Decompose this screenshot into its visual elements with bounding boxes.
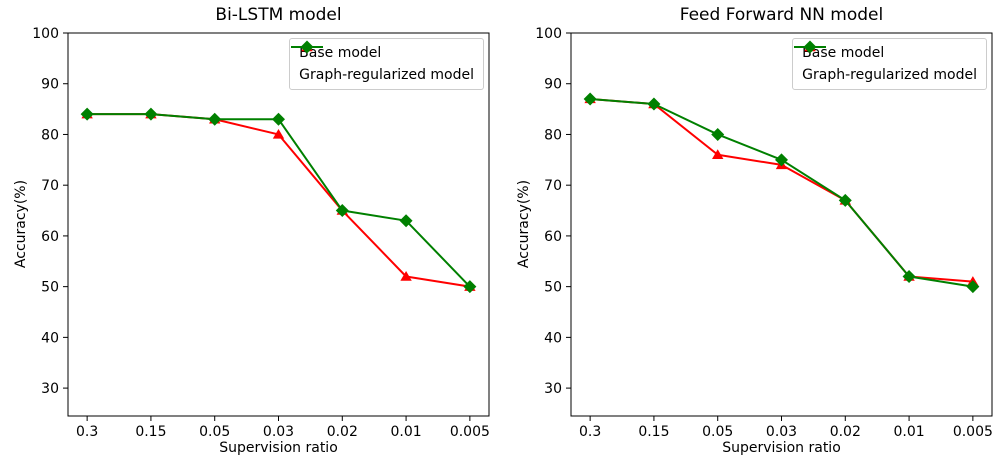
legend-label: Graph-regularized model	[299, 67, 474, 83]
legend-entry: Graph-regularized model	[794, 40, 977, 85]
triangle-marker-base-model	[400, 270, 412, 281]
x-tick-label: 0.15	[135, 424, 166, 440]
y-axis-label: Accuracy(%)	[516, 179, 532, 269]
legend-marker	[803, 40, 817, 54]
diamond-marker-graph-regularized-model	[902, 269, 916, 283]
chart-panel-ffnn: 30 40 50 60 70 80 90 100 0.3 0.15 0.05 0.03 0.02 0.01…	[503, 0, 1006, 470]
legend-entry: Base model	[794, 41, 977, 63]
diamond-marker-graph-regularized-model	[272, 112, 285, 126]
legend-label: Graph-regularized model	[802, 67, 977, 83]
x-tick-label: 0.3	[76, 424, 98, 440]
y-tick-label: 100	[32, 26, 59, 42]
x-axis-label: Supervision ratio	[219, 440, 338, 456]
axes-frame	[67, 32, 490, 417]
diamond-marker-graph-regularized-model	[208, 112, 222, 126]
x-tick-label: 0.005	[953, 424, 993, 440]
axes-frame	[570, 32, 993, 417]
diamond-marker-graph-regularized-model	[144, 107, 158, 121]
x-tick-label: 0.05	[702, 424, 733, 440]
y-tick-label: 40	[41, 330, 59, 346]
y-tick-label: 30	[544, 381, 562, 397]
chart-title: Bi-LSTM model	[215, 5, 342, 25]
legend-entry: Base model	[291, 41, 474, 63]
triangle-marker-base-model	[712, 149, 724, 159]
legend: Base model Graph-regularized model	[792, 38, 987, 90]
x-tick-label: 0.005	[450, 424, 490, 440]
y-tick-label: 90	[544, 77, 562, 93]
diamond-marker-graph-regularized-model	[399, 214, 413, 228]
chart-title: Feed Forward NN model	[679, 5, 884, 25]
series-line-base-model	[590, 97, 973, 283]
x-tick-label: 0.05	[199, 424, 230, 440]
legend-diamond-sample-icon	[794, 40, 827, 54]
diamond-marker-graph-regularized-model	[583, 92, 597, 106]
legend-marker	[300, 40, 314, 54]
y-tick-label: 50	[544, 280, 562, 296]
diamond-marker-graph-regularized-model	[775, 153, 788, 167]
x-tick-label: 0.01	[390, 424, 421, 440]
x-tick-label: 0.01	[893, 424, 924, 440]
diamond-marker-graph-regularized-model	[838, 193, 852, 207]
y-tick-label: 70	[544, 178, 562, 194]
chart-canvas-bilstm: 30 40 50 60 70 80 90 100 0.3 0.15 0.05 0.03 0.02 0.01…	[32, 26, 490, 440]
x-tick-label: 0.15	[638, 424, 669, 440]
legend-entry: Graph-regularized model	[291, 40, 474, 85]
y-tick-label: 60	[41, 229, 59, 245]
diamond-marker-graph-regularized-model	[966, 280, 980, 294]
series-line-graph-regularized-model	[87, 113, 471, 288]
chart-canvas-ffnn: 30 40 50 60 70 80 90 100 0.3 0.15 0.05 0.03 0.02 0.01…	[535, 26, 993, 440]
x-axis-label: Supervision ratio	[722, 440, 841, 456]
y-tick-label: 30	[41, 381, 59, 397]
diamond-marker-graph-regularized-model	[711, 127, 725, 141]
legend-label: Base model	[299, 45, 382, 61]
y-tick-label: 100	[535, 26, 562, 42]
series-line-base-model	[87, 113, 471, 288]
legend-label: Base model	[802, 45, 885, 61]
y-tick-label: 40	[544, 330, 562, 346]
triangle-marker-base-model	[272, 128, 285, 139]
x-tick-label: 0.3	[579, 424, 601, 440]
diamond-marker-graph-regularized-model	[647, 97, 661, 111]
y-tick-label: 70	[41, 178, 59, 194]
y-tick-label: 50	[41, 280, 59, 296]
diamond-marker-graph-regularized-model	[335, 204, 349, 218]
diamond-marker-graph-regularized-model	[80, 107, 94, 121]
x-tick-label: 0.03	[766, 424, 797, 440]
y-tick-label: 80	[41, 127, 59, 143]
y-tick-label: 60	[544, 229, 562, 245]
x-tick-label: 0.02	[830, 424, 861, 440]
series-line-graph-regularized-model	[590, 97, 974, 288]
legend: Base model Graph-regularized model	[289, 38, 484, 90]
legend-diamond-sample-icon	[291, 40, 324, 54]
diamond-marker-graph-regularized-model	[463, 280, 477, 294]
y-tick-label: 90	[41, 77, 59, 93]
x-tick-label: 0.03	[263, 424, 294, 440]
chart-panel-bilstm: 30 40 50 60 70 80 90 100 0.3 0.15 0.05 0.03 0.02 0.01…	[13, 5, 490, 456]
y-axis-label: Accuracy(%)	[13, 179, 29, 269]
y-tick-label: 80	[544, 127, 562, 143]
x-tick-label: 0.02	[327, 424, 358, 440]
